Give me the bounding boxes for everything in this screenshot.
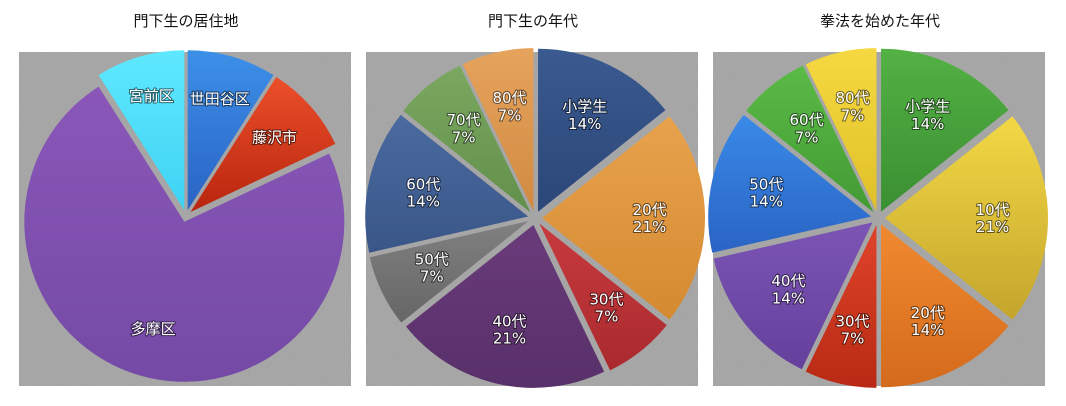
pie-slice bbox=[542, 116, 705, 320]
chart-panel-age: 門下生の年代 小学生 14% 20代 21% 30代 7% 40代 21% 50代 7% 60代 14… bbox=[363, 0, 705, 406]
pie-slice bbox=[462, 48, 534, 212]
chart-panel-residence: 門下生の居住地 世田谷区藤沢市多摩区 宮前区 bbox=[16, 0, 356, 406]
slice-label: 小学生 14% bbox=[905, 97, 950, 132]
pie-slice bbox=[538, 48, 666, 212]
chart-panel-start-age: 拳法を始めた年代 小学生 14% 10代 21% 20代 14% 30代 7% 40代 14% 50… bbox=[708, 0, 1050, 406]
pie-slice bbox=[539, 223, 667, 371]
pie-slice bbox=[403, 65, 531, 213]
pie-chart-start-age: 小学生 14% 10代 21% 20代 14% 30代 7% 40代 14% 50代 14%60代 7%… bbox=[708, 48, 1048, 388]
slice-label: 60代 14% bbox=[406, 175, 440, 210]
slice-label: 50代 14% bbox=[749, 175, 783, 210]
pie-slice bbox=[881, 48, 1009, 212]
slice-label: 60代 7% bbox=[790, 111, 824, 146]
pie-slice bbox=[746, 65, 874, 213]
slice-label: 70代 7% bbox=[447, 111, 481, 146]
slice-label: 30代 7% bbox=[835, 312, 869, 347]
pie-slice bbox=[708, 114, 872, 253]
slice-label: 20代 21% bbox=[633, 200, 667, 235]
slice-label: 50代 7% bbox=[415, 250, 449, 285]
slice-label: 80代 7% bbox=[492, 89, 526, 124]
slice-label: 30代 7% bbox=[589, 290, 623, 325]
pie-slice bbox=[190, 76, 336, 213]
slice-label: 80代 7% bbox=[835, 89, 869, 124]
pie-chart-age: 小学生 14% 20代 21% 30代 7% 40代 21% 50代 7% 60代 14%70代 7% 8… bbox=[365, 48, 705, 388]
pie-slice bbox=[98, 50, 185, 211]
slice-label: 宮前区 bbox=[129, 87, 174, 105]
chart-title: 門下生の居住地 bbox=[133, 12, 239, 30]
slice-label: 藤沢市 bbox=[252, 128, 297, 146]
pie-slice bbox=[713, 222, 873, 370]
pie-slice bbox=[406, 224, 605, 388]
chart-title: 門下生の年代 bbox=[487, 12, 578, 30]
pie-slice bbox=[805, 224, 877, 388]
pie-slice bbox=[24, 86, 345, 382]
pie-slice bbox=[881, 224, 1009, 388]
chart-title: 拳法を始めた年代 bbox=[819, 12, 940, 30]
pie-slice bbox=[369, 221, 529, 323]
pie-slice bbox=[885, 116, 1048, 320]
slice-label: 世田谷区 bbox=[190, 90, 250, 108]
slice-label: 40代 21% bbox=[492, 312, 526, 347]
slice-label: 多摩区 bbox=[131, 320, 176, 338]
slice-label: 20代 14% bbox=[911, 303, 945, 338]
slice-label: 40代 14% bbox=[771, 272, 805, 307]
pie-slice bbox=[187, 50, 274, 211]
pie-slice bbox=[365, 114, 529, 253]
slice-label: 10代 21% bbox=[976, 200, 1010, 235]
pie-slice bbox=[805, 48, 877, 212]
slice-label: 小学生 14% bbox=[562, 97, 607, 132]
